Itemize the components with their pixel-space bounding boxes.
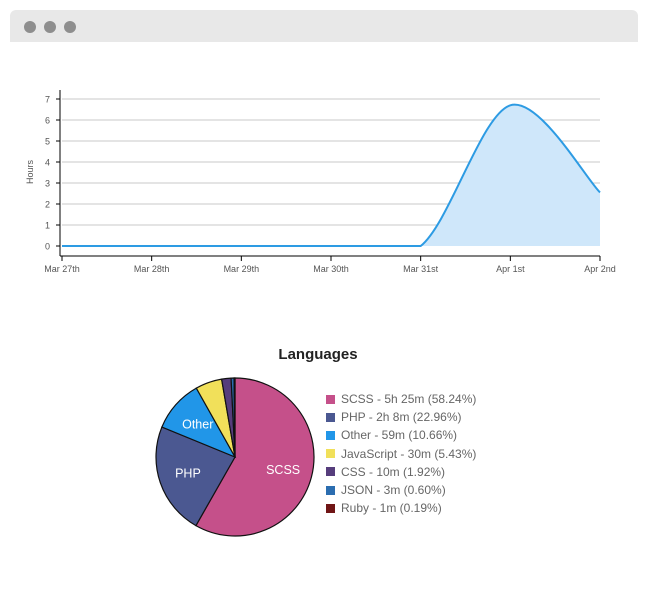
- x-tick-label-6: Apr 2nd: [584, 264, 616, 274]
- legend-label: Ruby - 1m (0.19%): [341, 501, 442, 516]
- legend-label: JavaScript - 30m (5.43%): [341, 446, 477, 461]
- window-title-bar: [10, 10, 638, 42]
- y-tick-label-0: 0: [45, 242, 50, 252]
- legend-item-ruby: Ruby - 1m (0.19%): [326, 499, 476, 517]
- y-tick-label-4: 4: [45, 158, 50, 168]
- y-tick-label-5: 5: [45, 137, 50, 147]
- y-tick-label-7: 7: [45, 95, 50, 105]
- legend-swatch: [326, 449, 335, 459]
- legend-item-php: PHP - 2h 8m (22.96%): [326, 408, 476, 426]
- legend-swatch: [326, 503, 335, 513]
- pie-slice-label-other: Other: [182, 418, 213, 432]
- x-tick-label-2: Mar 29th: [224, 264, 260, 274]
- pie-slice-scss: [195, 377, 315, 537]
- window-minimize-dot[interactable]: [44, 21, 56, 33]
- legend-item-json: JSON - 3m (0.60%): [326, 481, 476, 499]
- hours-line-chart: 0 1 2 3 4 5 6 7 Mar 27th Mar 28th Mar 29th Mar 30th…: [25, 90, 616, 274]
- legend-item-javascript: JavaScript - 30m (5.43%): [326, 445, 476, 463]
- x-tick-label-3: Mar 30th: [313, 264, 349, 274]
- legend-item-other: Other - 59m (10.66%): [326, 426, 476, 444]
- languages-chart-title: Languages: [278, 346, 358, 363]
- series-area-fill: [62, 104, 600, 246]
- series-line: [62, 103, 601, 248]
- x-tick-label-1: Mar 28th: [134, 264, 170, 274]
- pie-slice-label-php: PHP: [175, 467, 201, 481]
- y-tick-label-1: 1: [45, 221, 50, 231]
- window-close-dot[interactable]: [24, 21, 36, 33]
- legend-label: Other - 59m (10.66%): [341, 428, 458, 443]
- legend-label: CSS - 10m (1.92%): [341, 464, 446, 479]
- legend-swatch: [326, 430, 335, 440]
- legend-label: PHP - 2h 8m (22.96%): [341, 410, 462, 425]
- pie-slice-ruby: [233, 377, 236, 458]
- legend-swatch: [326, 412, 335, 422]
- legend-item-css: CSS - 10m (1.92%): [326, 463, 476, 481]
- legend-label: SCSS - 5h 25m (58.24%): [341, 392, 477, 407]
- legend-item-scss: SCSS - 5h 25m (58.24%): [326, 390, 476, 408]
- y-axis-label: Hours: [25, 160, 35, 185]
- x-tick-label-5: Apr 1st: [496, 264, 525, 274]
- y-tick-label-3: 3: [45, 179, 50, 189]
- legend-label: JSON - 3m (0.60%): [341, 483, 446, 498]
- pie-slice-label-scss: SCSS: [266, 463, 300, 477]
- languages-pie-chart: SCSS PHP Other: [155, 377, 315, 537]
- y-tick-label-2: 2: [45, 200, 50, 210]
- pie-slice-php: [155, 426, 236, 527]
- languages-legend: SCSS - 5h 25m (58.24%) PHP - 2h 8m (22.96…: [326, 390, 476, 517]
- window-maximize-dot[interactable]: [64, 21, 76, 33]
- x-tick-label-4: Mar 31st: [403, 264, 439, 274]
- legend-swatch: [326, 467, 335, 477]
- legend-swatch: [326, 394, 335, 404]
- y-tick-label-6: 6: [45, 116, 50, 126]
- x-tick-label-0: Mar 27th: [44, 264, 80, 274]
- legend-swatch: [326, 485, 335, 495]
